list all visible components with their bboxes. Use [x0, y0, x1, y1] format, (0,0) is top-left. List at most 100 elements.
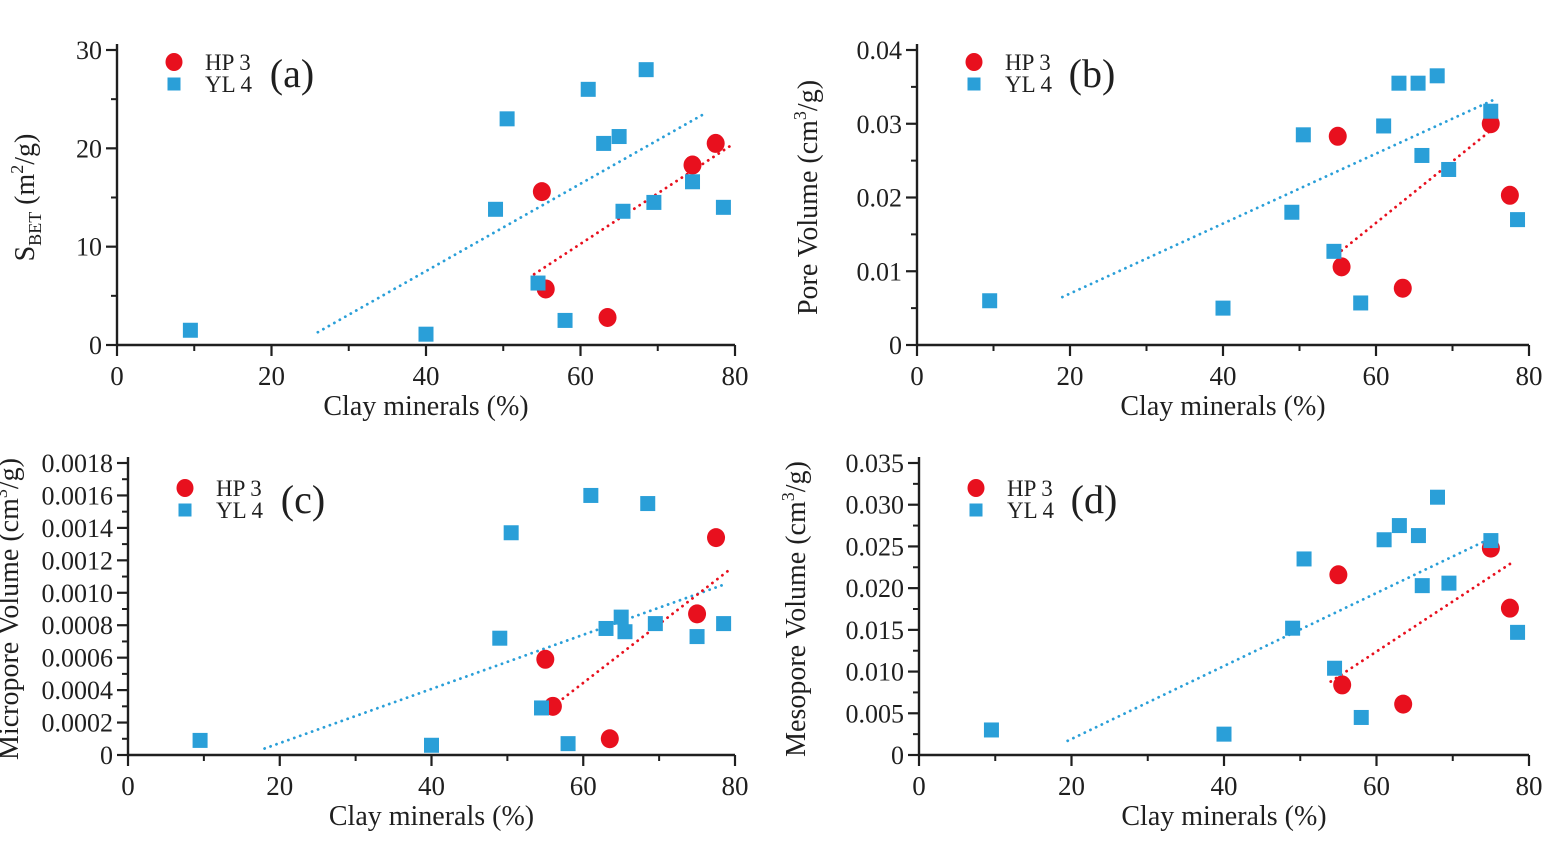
panel-a-sbet-chart: 0 20 40 60 80 0 10 20 30 Clay minerals (%) SBET (m…: [7, 36, 749, 422]
y-tick-label: 0: [89, 331, 102, 360]
panel-tag: (c): [281, 477, 325, 522]
data-point-yl4: [1353, 295, 1369, 311]
x-tick-label: 40: [1211, 771, 1238, 801]
data-point-yl4: [1483, 533, 1499, 549]
data-point-yl4: [530, 275, 546, 291]
data-point-yl4: [715, 199, 731, 215]
x-tick-label: 0: [910, 361, 924, 391]
trendline-yl4: [1066, 535, 1497, 743]
y-tick-label: 0.0006: [42, 644, 114, 673]
data-point-yl4: [1327, 660, 1343, 676]
data-point-yl4: [534, 700, 550, 716]
x-axis-label: Clay minerals (%): [1121, 801, 1326, 832]
data-point-yl4: [611, 129, 627, 145]
x-tick-label: 20: [1058, 771, 1085, 801]
data-point-yl4: [1441, 161, 1457, 177]
y-tick-label: 0.005: [846, 699, 905, 728]
data-point-yl4: [1216, 726, 1232, 742]
panel-d-mesopore-volume-chart: 0 20 40 60 80 0 0.005 0.010 0.015 0.020 0.025 0.030…: [779, 449, 1543, 832]
legend-label-hp3: HP 3: [1005, 50, 1051, 75]
y-tick-label: 0.020: [846, 574, 905, 603]
y-tick-label: 0.03: [857, 110, 903, 139]
x-tick-label: 0: [121, 771, 135, 801]
data-point-yl4: [1285, 620, 1301, 636]
x-tick-label: 40: [418, 771, 445, 801]
legend-label-yl4: YL 4: [1007, 498, 1055, 523]
y-axis-label: Micropore Volume (cm3/g): [0, 458, 25, 760]
x-tick-label: 0: [110, 361, 124, 391]
x-tick-label: 60: [567, 361, 594, 391]
data-point-yl4: [716, 616, 732, 632]
data-point-hp3: [683, 155, 702, 175]
trendline-hp3: [1340, 126, 1496, 253]
legend-marker-hp3: [176, 479, 194, 497]
panel-c-micropore-volume-chart: 0 20 40 60 80 0 0.0002 0.0004 0.0006 0.0008 0.0010…: [0, 449, 749, 832]
data-point-hp3: [536, 649, 555, 669]
data-point-yl4: [615, 203, 631, 219]
y-tick-label: 0.0014: [42, 514, 114, 543]
data-point-yl4: [1215, 300, 1231, 316]
data-point-yl4: [982, 293, 998, 309]
data-point-yl4: [499, 111, 515, 127]
y-tick-label: 0.035: [846, 449, 905, 478]
y-axis-label: SBET (m2/g): [7, 134, 45, 262]
data-point-hp3: [707, 528, 726, 548]
data-point-hp3: [1333, 675, 1352, 695]
panel-b-pore-volume-chart: 0 20 40 60 80 0 0.01 0.02 0.03 0.04 Clay minerals …: [790, 36, 1543, 422]
legend-marker-yl4: [167, 77, 181, 91]
data-point-hp3: [1329, 565, 1348, 585]
legend-label-yl4: YL 4: [205, 72, 253, 97]
data-point-hp3: [1500, 185, 1519, 205]
x-tick-label: 20: [1057, 361, 1084, 391]
data-point-yl4: [1429, 68, 1445, 84]
data-point-hp3: [600, 729, 619, 749]
data-point-yl4: [580, 81, 596, 97]
data-point-hp3: [1332, 257, 1351, 277]
data-point-hp3: [688, 604, 707, 624]
data-point-hp3: [1393, 278, 1412, 298]
data-point-yl4: [1410, 528, 1426, 544]
data-point-yl4: [1414, 147, 1430, 163]
y-tick-label: 20: [76, 134, 102, 163]
y-tick-label: 10: [76, 233, 102, 262]
panel-tag: (b): [1069, 51, 1116, 96]
y-tick-label: 0: [100, 741, 113, 770]
x-tick-label: 60: [1363, 771, 1390, 801]
data-point-yl4: [1483, 103, 1499, 119]
legend-label-hp3: HP 3: [1007, 476, 1053, 501]
trendline-yl4: [1060, 98, 1496, 299]
x-tick-label: 20: [266, 771, 293, 801]
y-tick-label: 0.0012: [42, 546, 114, 575]
legend-marker-yl4: [967, 77, 981, 91]
y-tick-label: 0.0018: [42, 449, 114, 478]
x-tick-label: 40: [1210, 361, 1237, 391]
data-point-yl4: [1510, 212, 1526, 228]
panel-tag: (d): [1071, 477, 1118, 522]
x-tick-label: 60: [1363, 361, 1390, 391]
legend-marker-yl4: [969, 503, 983, 517]
data-point-yl4: [617, 624, 633, 640]
data-point-yl4: [182, 322, 198, 338]
data-point-hp3: [598, 307, 617, 327]
x-tick-label: 80: [1516, 771, 1543, 801]
data-point-yl4: [1510, 624, 1526, 640]
data-point-yl4: [1391, 518, 1407, 534]
data-point-yl4: [640, 496, 656, 512]
x-tick-label: 20: [258, 361, 285, 391]
y-axis-label: Mesopore Volume (cm3/g): [779, 461, 812, 757]
data-point-yl4: [646, 194, 662, 210]
data-point-yl4: [1414, 578, 1430, 594]
y-tick-label: 30: [76, 36, 102, 65]
data-point-yl4: [647, 616, 663, 632]
data-point-hp3: [532, 182, 551, 202]
x-axis-label: Clay minerals (%): [1120, 391, 1325, 422]
data-point-yl4: [1353, 709, 1369, 725]
data-point-yl4: [1296, 551, 1312, 567]
y-tick-label: 0.04: [857, 36, 903, 65]
data-point-yl4: [557, 312, 573, 328]
x-tick-label: 60: [570, 771, 597, 801]
data-point-yl4: [1326, 243, 1342, 259]
y-tick-label: 0.0002: [42, 709, 114, 738]
trendline-hp3: [551, 567, 733, 708]
